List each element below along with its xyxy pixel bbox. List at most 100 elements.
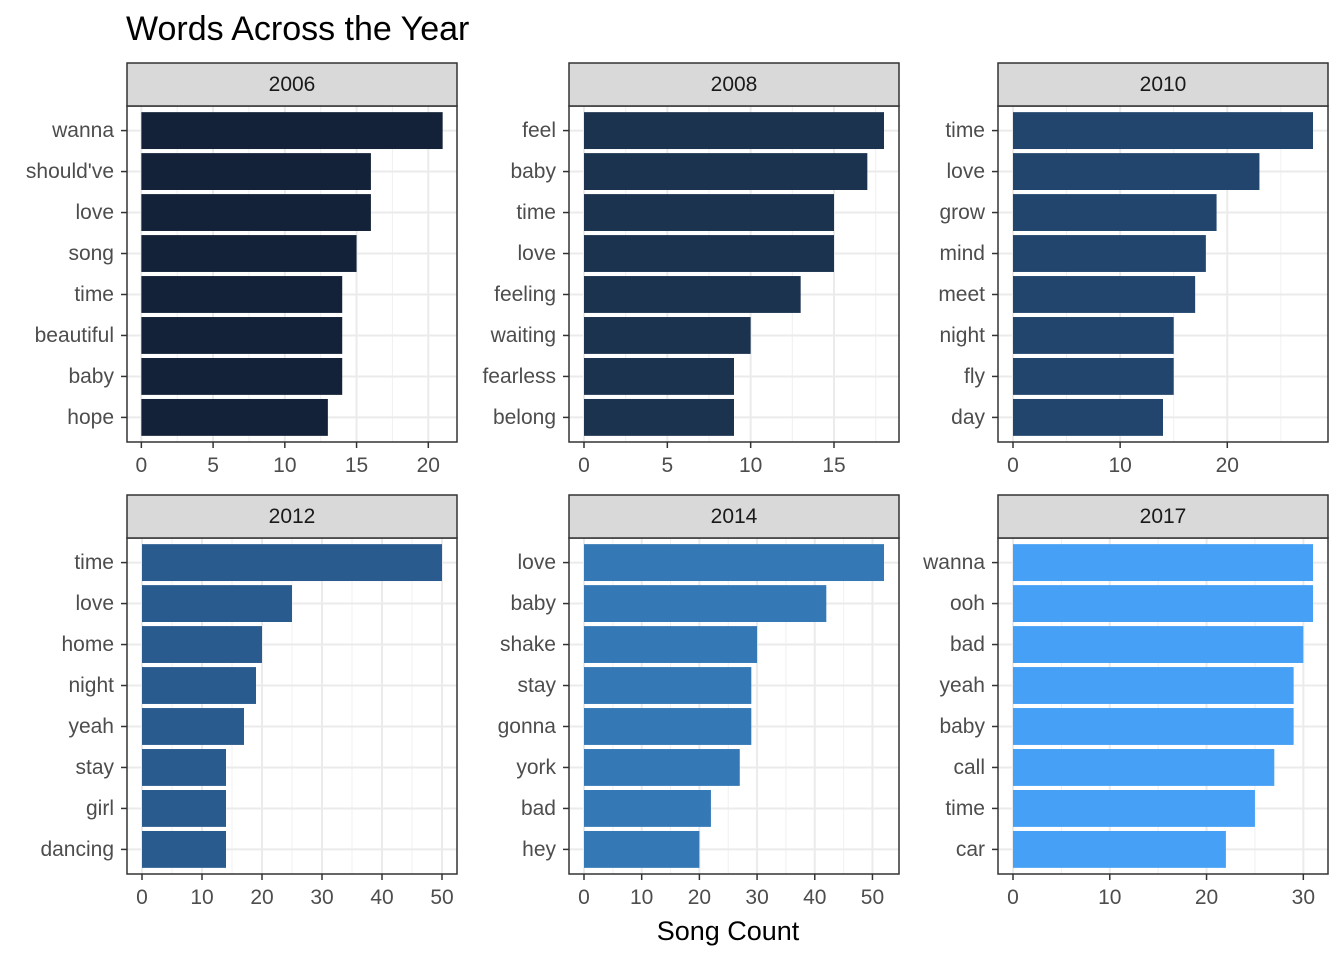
bar-beautiful bbox=[141, 317, 343, 354]
x-tick-label: 0 bbox=[1007, 886, 1019, 909]
category-label: belong bbox=[493, 406, 556, 429]
bar-call bbox=[1013, 749, 1275, 786]
x-tick-label: 0 bbox=[1007, 454, 1019, 477]
x-tick-label: 0 bbox=[578, 886, 590, 909]
facet-panels: wanna should've love song time beautiful baby h… bbox=[26, 62, 1329, 909]
bar-day bbox=[1013, 398, 1163, 436]
bar-fly bbox=[1013, 358, 1174, 395]
category-label: hope bbox=[67, 406, 114, 429]
category-label: time bbox=[74, 551, 114, 574]
facet-strip bbox=[997, 62, 1329, 107]
bar-time bbox=[584, 194, 834, 231]
bar-girl bbox=[142, 790, 226, 827]
x-tick-label: 20 bbox=[1195, 886, 1218, 909]
bar-ooh bbox=[1013, 585, 1313, 622]
bar-time bbox=[1013, 790, 1255, 827]
category-label: baby bbox=[939, 715, 985, 738]
bar-belong bbox=[584, 398, 734, 436]
category-label: feel bbox=[522, 119, 556, 142]
bar-time bbox=[1013, 112, 1313, 150]
x-tick-label: 10 bbox=[1108, 454, 1131, 477]
bar-love bbox=[141, 194, 371, 231]
x-tick-label: 30 bbox=[1292, 886, 1315, 909]
category-label: fly bbox=[964, 365, 986, 388]
category-label: fearless bbox=[482, 365, 556, 388]
x-tick-label: 20 bbox=[417, 454, 440, 477]
bar-feeling bbox=[584, 276, 801, 313]
bar-baby bbox=[584, 585, 827, 622]
bar-should've bbox=[141, 153, 371, 190]
facet-strip-label: 2012 bbox=[269, 505, 316, 528]
bar-gonna bbox=[584, 708, 752, 745]
category-label: ooh bbox=[950, 592, 985, 615]
x-tick-label: 20 bbox=[1216, 454, 1239, 477]
category-label: day bbox=[951, 406, 985, 429]
facet-strip-label: 2006 bbox=[269, 73, 316, 96]
category-label: call bbox=[953, 756, 985, 779]
x-tick-label: 40 bbox=[370, 886, 393, 909]
category-label: shake bbox=[500, 633, 556, 656]
facet-strip bbox=[126, 494, 458, 539]
category-label: mind bbox=[939, 242, 985, 265]
category-label: meet bbox=[938, 283, 985, 306]
bar-grow bbox=[1013, 194, 1217, 231]
bar-night bbox=[1013, 317, 1174, 354]
bar-fearless bbox=[584, 358, 734, 395]
category-label: time bbox=[516, 201, 556, 224]
bar-stay bbox=[584, 667, 752, 704]
x-tick-label: 10 bbox=[739, 454, 762, 477]
category-label: love bbox=[946, 160, 985, 183]
bar-time bbox=[142, 544, 442, 582]
x-tick-label: 5 bbox=[207, 454, 219, 477]
x-tick-label: 15 bbox=[822, 454, 845, 477]
x-tick-label: 15 bbox=[345, 454, 368, 477]
category-label: feeling bbox=[494, 283, 556, 306]
bar-baby bbox=[1013, 708, 1294, 745]
x-axis-title: Song Count bbox=[657, 916, 800, 946]
facet-strip bbox=[568, 494, 900, 539]
bar-love bbox=[584, 235, 834, 272]
bar-yeah bbox=[1013, 667, 1294, 704]
x-tick-label: 50 bbox=[430, 886, 453, 909]
x-tick-label: 30 bbox=[745, 886, 768, 909]
bar-mind bbox=[1013, 235, 1206, 272]
category-label: dancing bbox=[40, 838, 114, 861]
category-label: gonna bbox=[498, 715, 557, 738]
bar-car bbox=[1013, 830, 1226, 868]
category-label: waiting bbox=[490, 324, 556, 347]
facet-strip-label: 2014 bbox=[711, 505, 758, 528]
bar-baby bbox=[584, 153, 868, 190]
category-label: time bbox=[945, 797, 985, 820]
bar-night bbox=[142, 667, 256, 704]
facet-2010: time love grow mind meet night fly day 0 10 20 2010 bbox=[938, 62, 1329, 477]
bar-love bbox=[142, 585, 292, 622]
bar-yeah bbox=[142, 708, 244, 745]
facet-strip-label: 2008 bbox=[711, 73, 758, 96]
bar-york bbox=[584, 749, 740, 786]
x-tick-label: 0 bbox=[136, 886, 148, 909]
category-label: baby bbox=[510, 160, 556, 183]
bar-hey bbox=[584, 830, 700, 868]
facet-2017: wanna ooh bad yeah baby call time car 0 10 20 30 201… bbox=[922, 494, 1329, 909]
category-label: grow bbox=[939, 201, 985, 224]
bar-stay bbox=[142, 749, 226, 786]
category-label: bad bbox=[521, 797, 556, 820]
bar-wanna bbox=[1013, 544, 1313, 582]
bar-shake bbox=[584, 626, 758, 663]
facet-2008: feel baby time love feeling waiting fearless be… bbox=[482, 62, 900, 477]
x-tick-label: 10 bbox=[1098, 886, 1121, 909]
x-tick-label: 20 bbox=[688, 886, 711, 909]
bar-dancing bbox=[142, 830, 226, 868]
category-label: time bbox=[74, 283, 114, 306]
category-label: love bbox=[75, 201, 114, 224]
category-label: song bbox=[68, 242, 114, 265]
category-label: york bbox=[516, 756, 556, 779]
facet-strip-label: 2017 bbox=[1140, 505, 1187, 528]
bar-baby bbox=[141, 358, 343, 395]
category-label: bad bbox=[950, 633, 985, 656]
category-label: home bbox=[61, 633, 114, 656]
category-label: wanna bbox=[51, 119, 114, 142]
category-label: beautiful bbox=[35, 324, 114, 347]
x-tick-label: 20 bbox=[250, 886, 273, 909]
bar-wanna bbox=[141, 112, 443, 150]
